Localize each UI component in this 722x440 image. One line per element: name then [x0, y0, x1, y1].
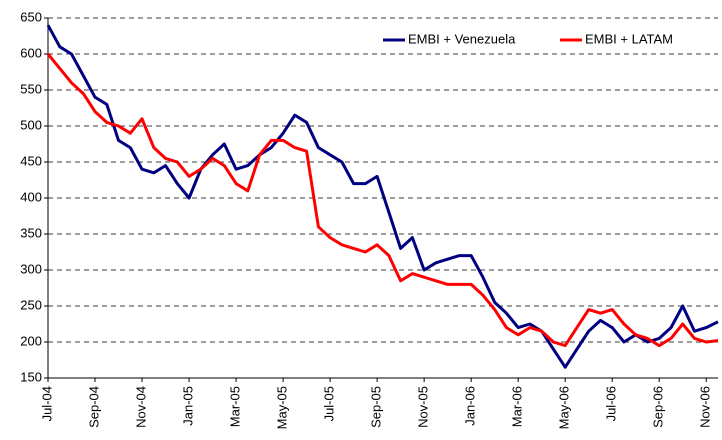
- y-tick-label: 150: [20, 369, 42, 384]
- x-tick-label: Sep-05: [369, 386, 384, 428]
- y-tick-label: 600: [20, 45, 42, 60]
- x-tick-label: May-05: [275, 386, 290, 429]
- x-tick-label: Jan-06: [463, 386, 478, 426]
- y-tick-label: 300: [20, 261, 42, 276]
- x-tick-label: Mar-05: [228, 386, 243, 427]
- x-tick-label: Jan-05: [180, 386, 195, 426]
- y-tick-label: 400: [20, 189, 42, 204]
- y-tick-label: 450: [20, 153, 42, 168]
- series-line: [46, 53, 719, 348]
- y-tick-label: 500: [20, 117, 42, 132]
- x-tick-label: Nov-05: [416, 386, 431, 428]
- x-tick-label: Nov-04: [133, 386, 148, 428]
- x-tick-label: May-06: [557, 386, 572, 429]
- x-tick-label: Jul-04: [39, 386, 54, 421]
- y-tick-label: 550: [20, 81, 42, 96]
- legend-label: EMBI + LATAM: [585, 31, 673, 46]
- x-tick-label: Sep-06: [651, 386, 666, 428]
- legend-label: EMBI + Venezuela: [408, 31, 516, 46]
- series-line: [46, 24, 719, 369]
- y-tick-label: 200: [20, 333, 42, 348]
- y-tick-label: 250: [20, 297, 42, 312]
- x-tick-label: Sep-04: [86, 386, 101, 428]
- x-tick-label: Mar-06: [510, 386, 525, 427]
- y-tick-label: 650: [20, 9, 42, 24]
- x-tick-label: Jul-05: [322, 386, 337, 421]
- y-tick-label: 350: [20, 225, 42, 240]
- x-tick-label: Nov-06: [698, 386, 713, 428]
- x-tick-label: Jul-06: [604, 386, 619, 421]
